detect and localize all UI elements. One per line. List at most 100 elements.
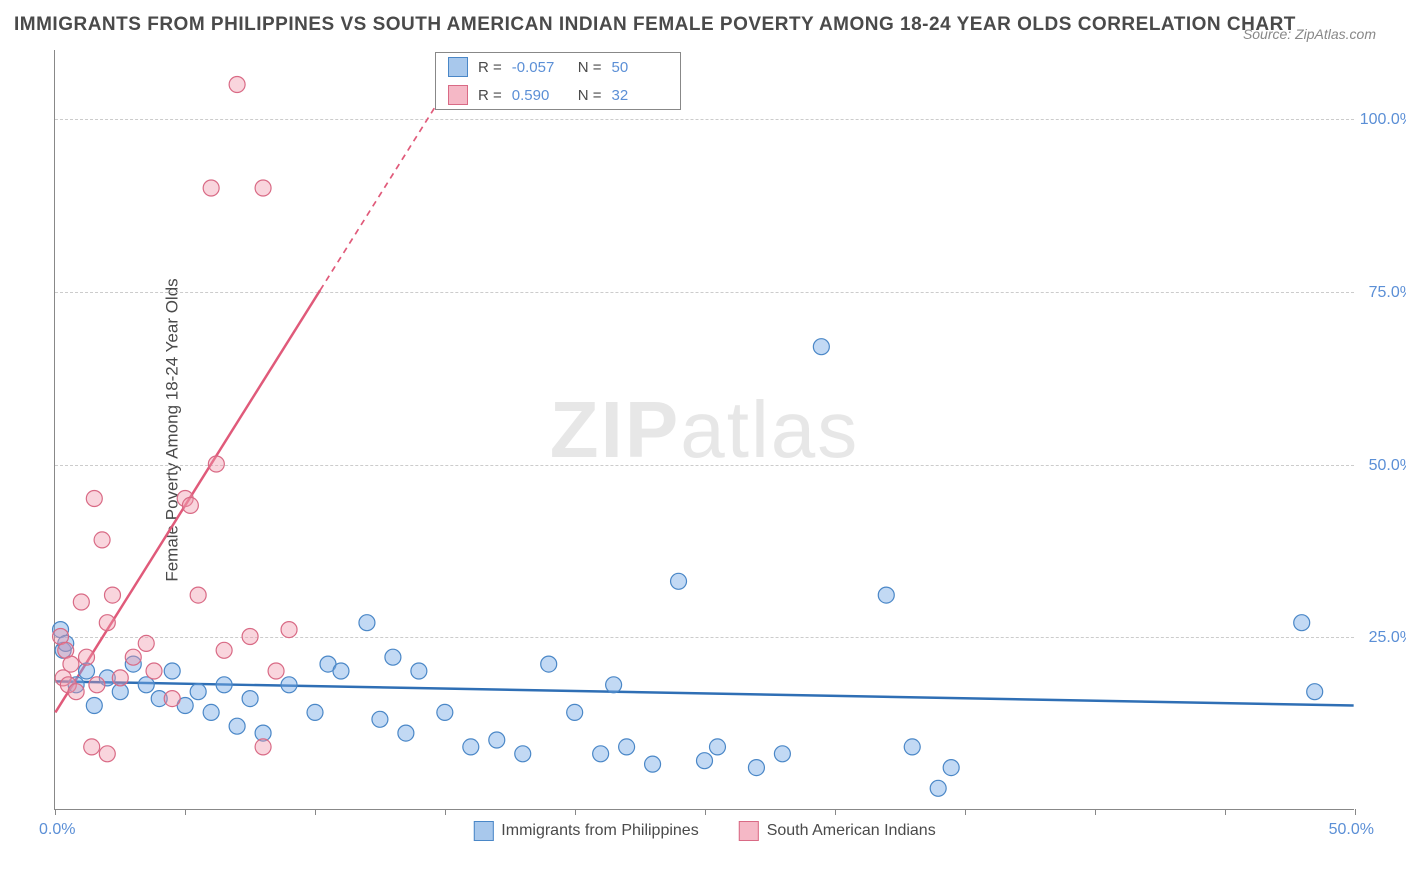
data-point-sai: [86, 491, 102, 507]
data-point-sai: [203, 180, 219, 196]
data-point-sai: [68, 684, 84, 700]
x-tick: [1225, 809, 1226, 815]
data-point-sai: [125, 649, 141, 665]
x-tick: [575, 809, 576, 815]
y-tick-label: 50.0%: [1369, 457, 1406, 475]
data-point-philippines: [281, 677, 297, 693]
data-point-philippines: [164, 663, 180, 679]
data-point-philippines: [748, 760, 764, 776]
data-point-sai: [268, 663, 284, 679]
data-point-philippines: [203, 704, 219, 720]
n-value-philippines: 50: [612, 59, 668, 76]
swatch-sai-icon: [739, 821, 759, 841]
data-point-philippines: [489, 732, 505, 748]
data-point-philippines: [645, 756, 661, 772]
plot-area: Female Poverty Among 18-24 Year Olds ZIP…: [54, 50, 1354, 810]
x-tick: [835, 809, 836, 815]
data-point-sai: [63, 656, 79, 672]
data-point-sai: [190, 587, 206, 603]
x-tick: [965, 809, 966, 815]
r-label: R =: [478, 87, 502, 104]
data-point-philippines: [904, 739, 920, 755]
data-point-philippines: [697, 753, 713, 769]
data-point-philippines: [229, 718, 245, 734]
data-point-philippines: [86, 698, 102, 714]
x-tick: [55, 809, 56, 815]
legend-row-sai: R = 0.590 N = 32: [436, 81, 680, 109]
data-point-philippines: [878, 587, 894, 603]
data-point-philippines: [385, 649, 401, 665]
legend-series: Immigrants from Philippines South Americ…: [473, 821, 935, 841]
legend-item-philippines: Immigrants from Philippines: [473, 821, 698, 841]
data-point-philippines: [606, 677, 622, 693]
x-tick: [185, 809, 186, 815]
legend-label-philippines: Immigrants from Philippines: [501, 822, 698, 840]
data-point-philippines: [411, 663, 427, 679]
data-point-sai: [94, 532, 110, 548]
data-point-philippines: [619, 739, 635, 755]
r-value-philippines: -0.057: [512, 59, 568, 76]
data-point-sai: [112, 670, 128, 686]
data-point-philippines: [1307, 684, 1323, 700]
data-point-sai: [138, 635, 154, 651]
data-point-philippines: [567, 704, 583, 720]
data-point-philippines: [671, 573, 687, 589]
x-tick: [445, 809, 446, 815]
chart-title: IMMIGRANTS FROM PHILIPPINES VS SOUTH AME…: [14, 14, 1296, 36]
x-tick: [1355, 809, 1356, 815]
legend-correlation: R = -0.057 N = 50 R = 0.590 N = 32: [435, 52, 681, 110]
data-point-philippines: [190, 684, 206, 700]
data-point-philippines: [398, 725, 414, 741]
data-point-philippines: [1294, 615, 1310, 631]
swatch-philippines-icon: [473, 821, 493, 841]
data-point-philippines: [372, 711, 388, 727]
scatter-points-svg: [55, 50, 1354, 809]
data-point-sai: [164, 691, 180, 707]
data-point-philippines: [515, 746, 531, 762]
n-label: N =: [578, 87, 602, 104]
data-point-sai: [242, 629, 258, 645]
data-point-philippines: [333, 663, 349, 679]
data-point-sai: [216, 642, 232, 658]
data-point-sai: [104, 587, 120, 603]
data-point-philippines: [943, 760, 959, 776]
data-point-sai: [182, 497, 198, 513]
legend-row-philippines: R = -0.057 N = 50: [436, 53, 680, 81]
data-point-philippines: [216, 677, 232, 693]
data-point-sai: [255, 739, 271, 755]
data-point-philippines: [930, 780, 946, 796]
data-point-sai: [99, 746, 115, 762]
data-point-philippines: [709, 739, 725, 755]
data-point-sai: [73, 594, 89, 610]
data-point-sai: [79, 649, 95, 665]
data-point-philippines: [813, 339, 829, 355]
n-value-sai: 32: [612, 87, 668, 104]
data-point-philippines: [463, 739, 479, 755]
data-point-philippines: [593, 746, 609, 762]
x-tick: [705, 809, 706, 815]
data-point-philippines: [359, 615, 375, 631]
data-point-sai: [281, 622, 297, 638]
r-value-sai: 0.590: [512, 87, 568, 104]
data-point-philippines: [437, 704, 453, 720]
data-point-philippines: [774, 746, 790, 762]
data-point-sai: [208, 456, 224, 472]
data-point-sai: [255, 180, 271, 196]
x-tick: [1095, 809, 1096, 815]
legend-label-sai: South American Indians: [767, 822, 936, 840]
n-label: N =: [578, 59, 602, 76]
x-axis-label-max: 50.0%: [1329, 821, 1374, 839]
data-point-sai: [89, 677, 105, 693]
data-point-sai: [229, 77, 245, 93]
data-point-sai: [146, 663, 162, 679]
y-tick-label: 100.0%: [1360, 111, 1406, 129]
data-point-philippines: [307, 704, 323, 720]
data-point-sai: [99, 615, 115, 631]
swatch-philippines: [448, 57, 468, 77]
y-tick-label: 25.0%: [1369, 629, 1406, 647]
x-axis-label-min: 0.0%: [39, 821, 75, 839]
source-attribution: Source: ZipAtlas.com: [1243, 26, 1376, 42]
r-label: R =: [478, 59, 502, 76]
legend-item-sai: South American Indians: [739, 821, 936, 841]
y-tick-label: 75.0%: [1369, 284, 1406, 302]
